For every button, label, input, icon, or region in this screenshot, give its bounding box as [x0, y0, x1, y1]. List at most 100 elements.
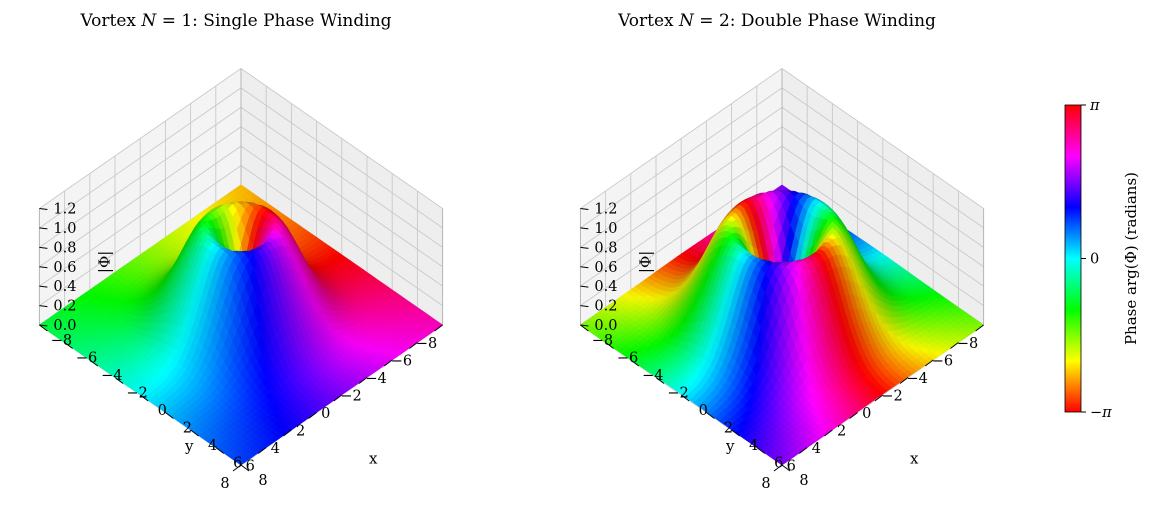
plot-title: Vortex N = 2: Double Phase Winding	[617, 11, 936, 31]
plot-title: Vortex N = 1: Single Phase Winding	[79, 11, 391, 31]
y-tick-label: −8	[592, 333, 613, 349]
y-tick-mark	[139, 394, 149, 402]
z-tick-mark	[580, 246, 589, 249]
x-tick-mark	[409, 342, 418, 349]
z-tick-mark	[39, 324, 48, 327]
x-tick-label: −8	[416, 336, 437, 352]
x-tick-mark	[975, 324, 984, 332]
z-tick-label: 0.8	[53, 240, 76, 256]
x-tick-mark	[824, 429, 833, 437]
x-tick-mark	[849, 412, 858, 419]
z-tick-mark	[39, 285, 48, 288]
x-tick-label: 8	[761, 476, 770, 492]
y-tick-mark	[630, 359, 640, 367]
y-tick-mark	[580, 324, 589, 332]
x-tick-label: 6	[787, 459, 796, 475]
x-tick-mark	[434, 324, 443, 332]
x-tick-label: 2	[837, 424, 846, 440]
colorbar-label: Phase arg(Φ) (radians)	[1122, 172, 1140, 345]
y-tick-mark	[89, 359, 99, 367]
x-tick-label: 0	[862, 406, 871, 422]
z-tick-mark	[39, 227, 48, 230]
z-tick-mark	[39, 246, 48, 249]
y-tick-label: −6	[617, 351, 638, 367]
y-tick-label: 6	[774, 456, 783, 472]
colorbar-tick-label: −π	[1090, 405, 1112, 421]
z-tick-mark	[580, 227, 589, 230]
x-tick-label: 4	[271, 441, 280, 457]
x-tick-mark	[257, 447, 267, 454]
y-tick-label: 8	[799, 473, 808, 489]
x-tick-label: −6	[932, 354, 953, 370]
x-tick-mark	[950, 342, 959, 349]
y-tick-mark	[680, 394, 690, 402]
x-tick-label: 4	[812, 441, 821, 457]
x-tick-label: −4	[366, 371, 387, 387]
z-tick-mark	[580, 324, 589, 327]
colorbar-tick-label: π	[1089, 98, 1100, 114]
z-tick-mark	[580, 305, 589, 308]
y-tick-label: −4	[642, 368, 663, 384]
y-tick-mark	[781, 464, 791, 472]
z-tick-label: 0.4	[594, 279, 617, 295]
y-tick-label: 4	[749, 438, 758, 454]
y-tick-mark	[731, 429, 740, 437]
y-tick-mark	[655, 377, 665, 384]
colorbar-gradient	[1064, 104, 1082, 413]
x-tick-mark	[899, 377, 909, 384]
y-axis-label: y	[184, 437, 194, 455]
x-tick-mark	[773, 464, 783, 472]
z-axis: 0.00.20.40.60.81.01.2|Φ|	[39, 202, 113, 334]
x-tick-mark	[333, 394, 343, 402]
y-tick-label: −6	[76, 351, 97, 367]
y-tick-mark	[165, 412, 174, 419]
y-tick-label: 0	[699, 403, 708, 419]
z-tick-mark	[580, 208, 589, 210]
vortex-surface	[579, 184, 985, 466]
x-tick-label: 6	[246, 459, 255, 475]
y-tick-mark	[706, 412, 715, 419]
x-tick-mark	[798, 447, 808, 454]
colorbar-tick-label: 0	[1090, 252, 1099, 268]
z-tick-label: 1.0	[594, 221, 617, 237]
y-tick-mark	[215, 447, 225, 454]
z-tick-mark	[39, 305, 48, 308]
x-tick-label: −6	[391, 354, 412, 370]
y-tick-label: −2	[126, 386, 147, 402]
y-tick-mark	[39, 324, 48, 332]
y-tick-label: 8	[258, 473, 267, 489]
z-tick-label: 0.0	[594, 318, 617, 334]
vortex-n2-plot: Vortex N = 2: Double Phase Winding −8−6−…	[579, 11, 985, 492]
x-tick-label: −4	[907, 371, 928, 387]
y-tick-label: −2	[667, 386, 688, 402]
z-axis-label: |Φ|	[95, 251, 113, 273]
z-tick-mark	[580, 285, 589, 288]
z-tick-label: 0.0	[53, 318, 76, 334]
y-tick-label: 6	[233, 456, 242, 472]
vortex-n1-plot: Vortex N = 1: Single Phase Winding −8−6−…	[38, 11, 444, 492]
y-tick-mark	[756, 447, 766, 454]
z-tick-label: 1.0	[53, 221, 76, 237]
x-tick-mark	[383, 359, 393, 367]
x-tick-mark	[232, 464, 242, 472]
z-axis: 0.00.20.40.60.81.01.2|Φ|	[580, 202, 654, 334]
vortex-surface	[38, 184, 444, 466]
x-tick-mark	[924, 359, 934, 367]
y-tick-mark	[605, 342, 614, 349]
x-tick-label: 0	[321, 406, 330, 422]
z-tick-label: 0.2	[53, 299, 76, 315]
z-tick-label: 1.2	[53, 202, 76, 218]
x-tick-label: −8	[957, 336, 978, 352]
y-axis-label: y	[725, 437, 735, 455]
z-tick-label: 1.2	[594, 202, 617, 218]
x-tick-label: −2	[340, 389, 361, 405]
y-tick-label: 2	[183, 421, 192, 437]
x-tick-mark	[283, 429, 292, 437]
z-tick-label: 0.4	[53, 279, 76, 295]
y-tick-label: 4	[208, 438, 217, 454]
x-axis-label: x	[369, 450, 378, 468]
z-tick-mark	[580, 266, 589, 269]
